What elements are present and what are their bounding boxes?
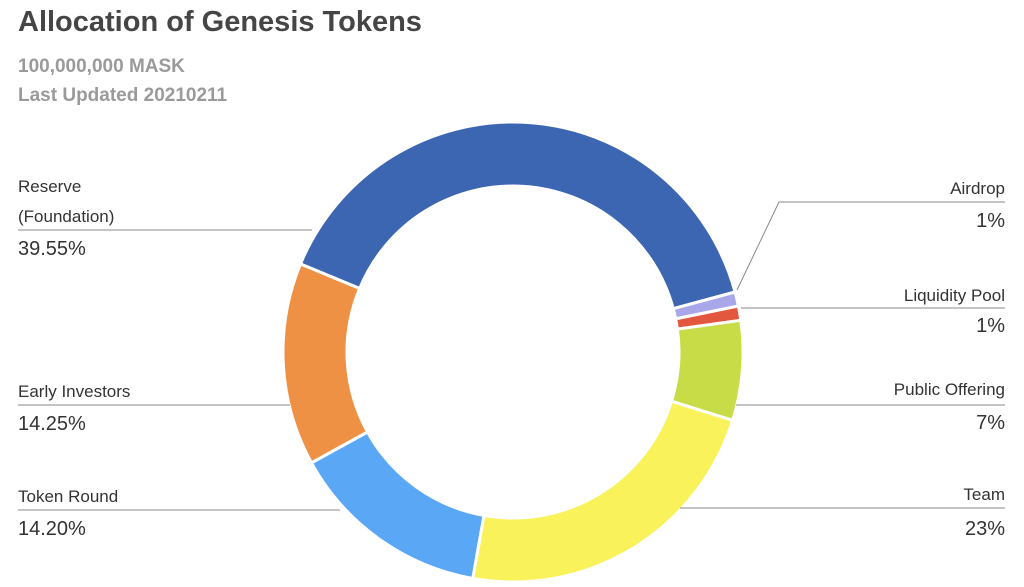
- value-label: 23%: [964, 518, 1005, 540]
- slice: [298, 120, 737, 311]
- value-label: 1%: [976, 210, 1005, 232]
- value-label: 39.55%: [18, 238, 86, 260]
- slice: [281, 262, 370, 465]
- value-label: 7%: [976, 412, 1005, 434]
- subtitle: 100,000,000 MASK: [18, 56, 185, 77]
- category-label: Liquidity Pool: [903, 286, 1005, 305]
- value-label: 1%: [976, 315, 1005, 337]
- slice: [309, 429, 486, 581]
- category-label: Early Investors: [18, 382, 131, 401]
- leader-line: [736, 201, 1005, 291]
- value-label: 14.20%: [18, 518, 86, 540]
- subtitle: Last Updated 20210211: [18, 85, 228, 106]
- category-label: Team: [963, 485, 1005, 504]
- value-label: 14.25%: [18, 413, 86, 435]
- category-label: Public Offering: [893, 380, 1005, 399]
- category-label: Token Round: [18, 487, 119, 506]
- slice: [471, 399, 735, 584]
- category-label: Reserve (Foundation): [18, 177, 115, 226]
- chart-title: Allocation of Genesis Tokens: [18, 6, 422, 38]
- category-label: Airdrop: [950, 179, 1005, 198]
